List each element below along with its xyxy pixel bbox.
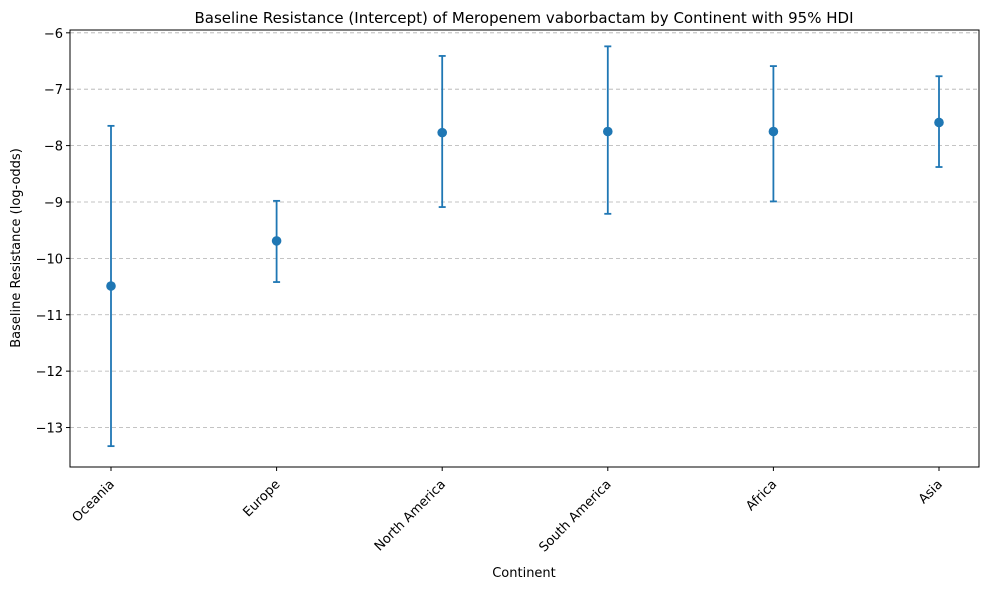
plot-frame bbox=[69, 29, 980, 468]
y-tick-label: −13 bbox=[36, 422, 63, 437]
y-axis: −13 −12 −11 −10 −9 −8 −7 −6 bbox=[36, 27, 70, 437]
y-tick-label: −10 bbox=[36, 252, 63, 267]
data-point bbox=[768, 126, 779, 137]
plot-area bbox=[106, 45, 944, 448]
gridlines bbox=[70, 32, 979, 428]
chart-title: Baseline Resistance (Intercept) of Merop… bbox=[194, 9, 853, 27]
y-tick-label: −8 bbox=[44, 140, 63, 155]
y-axis-label: Baseline Resistance (log-odds) bbox=[9, 148, 24, 348]
x-axis-label: Continent bbox=[492, 566, 556, 581]
y-tick-label: −12 bbox=[36, 365, 63, 380]
x-tick-label: Europe bbox=[240, 477, 283, 520]
x-tick-label: Africa bbox=[743, 477, 780, 514]
data-point bbox=[934, 117, 944, 128]
x-tick-label: Oceania bbox=[70, 477, 118, 525]
y-tick-label: −9 bbox=[44, 196, 63, 211]
x-tick-label: North America bbox=[372, 477, 449, 554]
data-point bbox=[106, 281, 116, 291]
x-tick-label: Asia bbox=[916, 477, 946, 507]
data-point bbox=[603, 126, 613, 137]
y-tick-label: −6 bbox=[44, 27, 63, 42]
x-tick-label: South America bbox=[536, 477, 614, 555]
data-point bbox=[271, 236, 282, 246]
y-tick-label: −7 bbox=[44, 83, 63, 98]
data-point bbox=[437, 127, 448, 138]
x-axis: Oceania Europe North America South America A… bbox=[70, 467, 946, 555]
y-tick-label: −11 bbox=[36, 309, 63, 324]
